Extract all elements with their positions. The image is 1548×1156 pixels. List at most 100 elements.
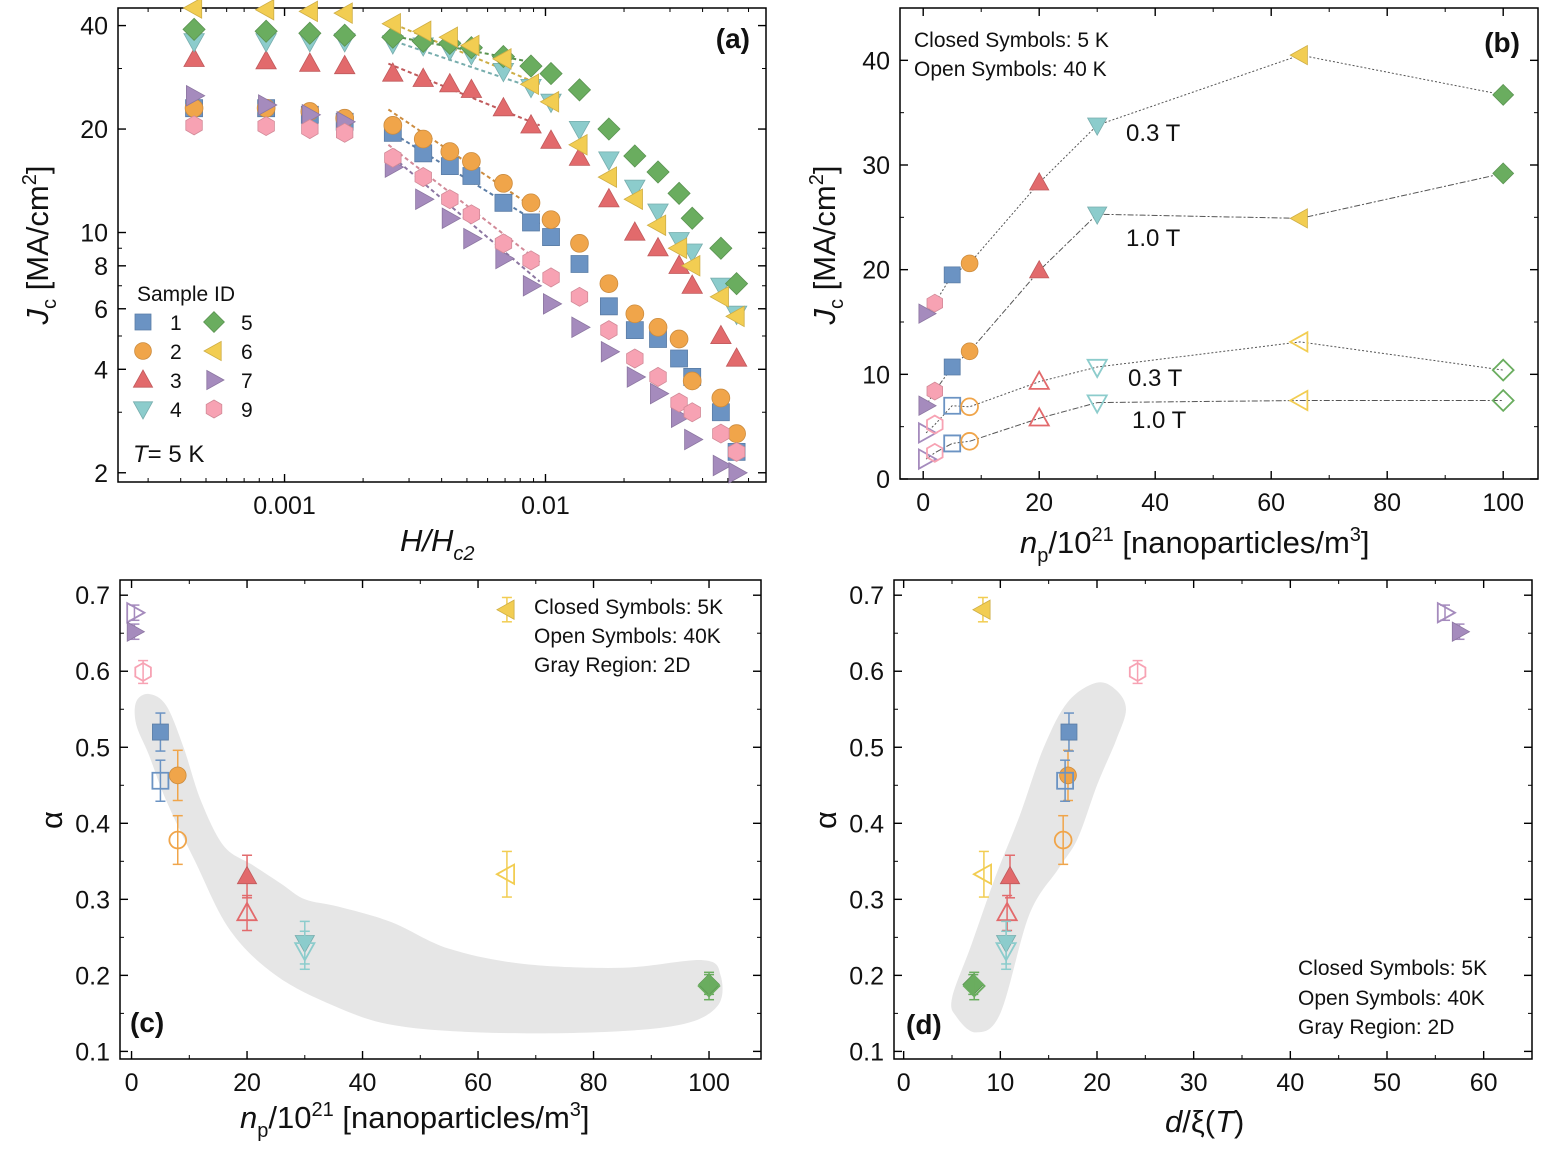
marker-sample-1 [494, 193, 513, 212]
marker-sample-6 [725, 305, 745, 328]
marker-sample-3 [438, 72, 461, 93]
panel-a-ylabel: Jc [MA/cm2] [19, 166, 61, 326]
marker-sample-4 [598, 151, 620, 172]
y-tick-label: 0.6 [849, 658, 884, 686]
connect-line-3 [925, 400, 1504, 460]
panel-d-label: (d) [906, 1009, 942, 1040]
panel-b-legend-open: Open Symbols: 40 K [914, 58, 1107, 81]
y-tick-label: 0.4 [75, 810, 110, 838]
x-tick-label: 40 [1141, 489, 1169, 517]
marker-sample-5 [623, 144, 647, 168]
y-tick-label: 0.5 [75, 734, 110, 762]
panel-c-ticks: 0 20 40 60 80 100 0.1 0.2 0.3 0.4 0.5 0.6 0.7 [75, 580, 761, 1097]
panel-a-temperature: T= 5 K [133, 441, 204, 468]
marker-sample-7 [186, 84, 206, 107]
marker-sample-2 [413, 129, 433, 149]
marker-sample-9 [1128, 661, 1147, 683]
marker-sample-3 [298, 52, 321, 72]
marker-sample-5 [333, 23, 357, 47]
panel-b-ylabel: Jc [MA/cm2] [806, 166, 848, 326]
marker-sample-9 [384, 147, 402, 168]
marker-sample-7 [571, 316, 591, 339]
marker-sample-6 [381, 12, 401, 35]
y-tick-label: 0.2 [75, 962, 110, 990]
y-tick-label: 0 [876, 466, 890, 494]
marker-sample-9 [301, 119, 319, 140]
x-tick-label: 100 [688, 1069, 730, 1097]
marker-sample-1 [670, 349, 688, 368]
marker-sample-7 [1436, 601, 1457, 624]
y-tick-label: 10 [862, 361, 890, 389]
marker-sample-7 [522, 274, 543, 297]
marker-sample-9 [926, 414, 944, 435]
marker-sample-1 [943, 358, 961, 376]
marker-sample-7 [301, 103, 322, 126]
marker-sample-2 [960, 254, 979, 273]
panel-c-xlabel: np/1021 [nanoparticles/m3] [240, 1099, 590, 1142]
marker-sample-5 [962, 974, 986, 998]
marker-sample-6 [1288, 330, 1309, 354]
marker-sample-5 [298, 21, 322, 45]
marker-sample-5 [724, 272, 749, 296]
marker-sample-2 [494, 174, 513, 193]
marker-sample-2 [960, 397, 979, 417]
marker-sample-3 [1028, 259, 1050, 279]
panel-a-legend-title: Sample ID [137, 283, 235, 306]
legend-marker-sample-6 [203, 340, 222, 362]
legend-label-sample-4: 4 [170, 399, 182, 422]
legend-marker-sample-7 [206, 369, 225, 391]
marker-sample-3 [183, 47, 205, 67]
legend-marker-sample-4 [132, 401, 154, 420]
marker-sample-5 [697, 974, 721, 998]
marker-sample-3 [540, 129, 562, 149]
legend-marker-sample-9 [205, 399, 223, 419]
marker-sample-6 [709, 285, 729, 308]
marker-sample-2 [521, 193, 541, 213]
x-tick-label: 0 [916, 489, 930, 517]
marker-sample-6 [568, 133, 588, 156]
marker-sample-9 [926, 293, 943, 313]
x-tick-label: 40 [349, 1069, 377, 1097]
marker-sample-7 [543, 293, 563, 315]
marker-sample-2 [440, 142, 460, 161]
marker-sample-6 [667, 237, 688, 260]
marker-sample-6 [597, 166, 617, 188]
marker-sample-2 [648, 317, 668, 337]
marker-sample-9 [336, 122, 354, 143]
marker-sample-9 [712, 423, 730, 444]
marker-sample-6 [298, 0, 318, 23]
marker-sample-7 [495, 247, 515, 270]
x-tick-label: 100 [1482, 489, 1524, 517]
connect-line-0 [925, 54, 1504, 314]
panel-d-frame [893, 579, 1533, 1060]
legend-marker-sample-3 [132, 369, 154, 388]
y-tick-label: 0.1 [849, 1038, 884, 1066]
marker-sample-5 [519, 54, 543, 78]
fit-line-sample-1 [387, 129, 541, 225]
marker-sample-5 [709, 236, 733, 260]
panel-d-ticks: 0 10 20 30 40 50 60 0.1 0.2 0.3 0.4 0.5 0.6 0.7 [849, 580, 1532, 1097]
marker-sample-3 [995, 901, 1019, 922]
panel-c: 0 20 40 60 80 100 0.1 0.2 0.3 0.4 0.5 0.6 0.7 (c) Cl… [34, 579, 762, 1142]
x-tick-label: 80 [1373, 489, 1401, 517]
x-tick-label: 0 [125, 1069, 139, 1097]
marker-sample-3 [520, 113, 542, 134]
x-tick-label: 0.001 [253, 492, 316, 520]
marker-sample-7 [258, 94, 278, 116]
marker-sample-3 [999, 865, 1021, 885]
legend-marker-sample-5 [203, 311, 225, 333]
marker-sample-4 [647, 203, 669, 224]
marker-sample-9 [441, 189, 459, 210]
marker-sample-7 [415, 188, 435, 211]
marker-sample-9 [683, 402, 701, 423]
marker-sample-2 [168, 830, 188, 850]
marker-sample-9 [626, 348, 644, 369]
panel-b-xlabel: np/1021 [nanoparticles/m3] [1020, 524, 1370, 567]
marker-sample-1 [943, 434, 962, 453]
marker-sample-9 [542, 267, 560, 288]
marker-sample-2 [727, 424, 746, 443]
marker-sample-7 [684, 428, 704, 451]
marker-sample-6 [438, 26, 458, 49]
x-tick-label: 80 [580, 1069, 608, 1097]
